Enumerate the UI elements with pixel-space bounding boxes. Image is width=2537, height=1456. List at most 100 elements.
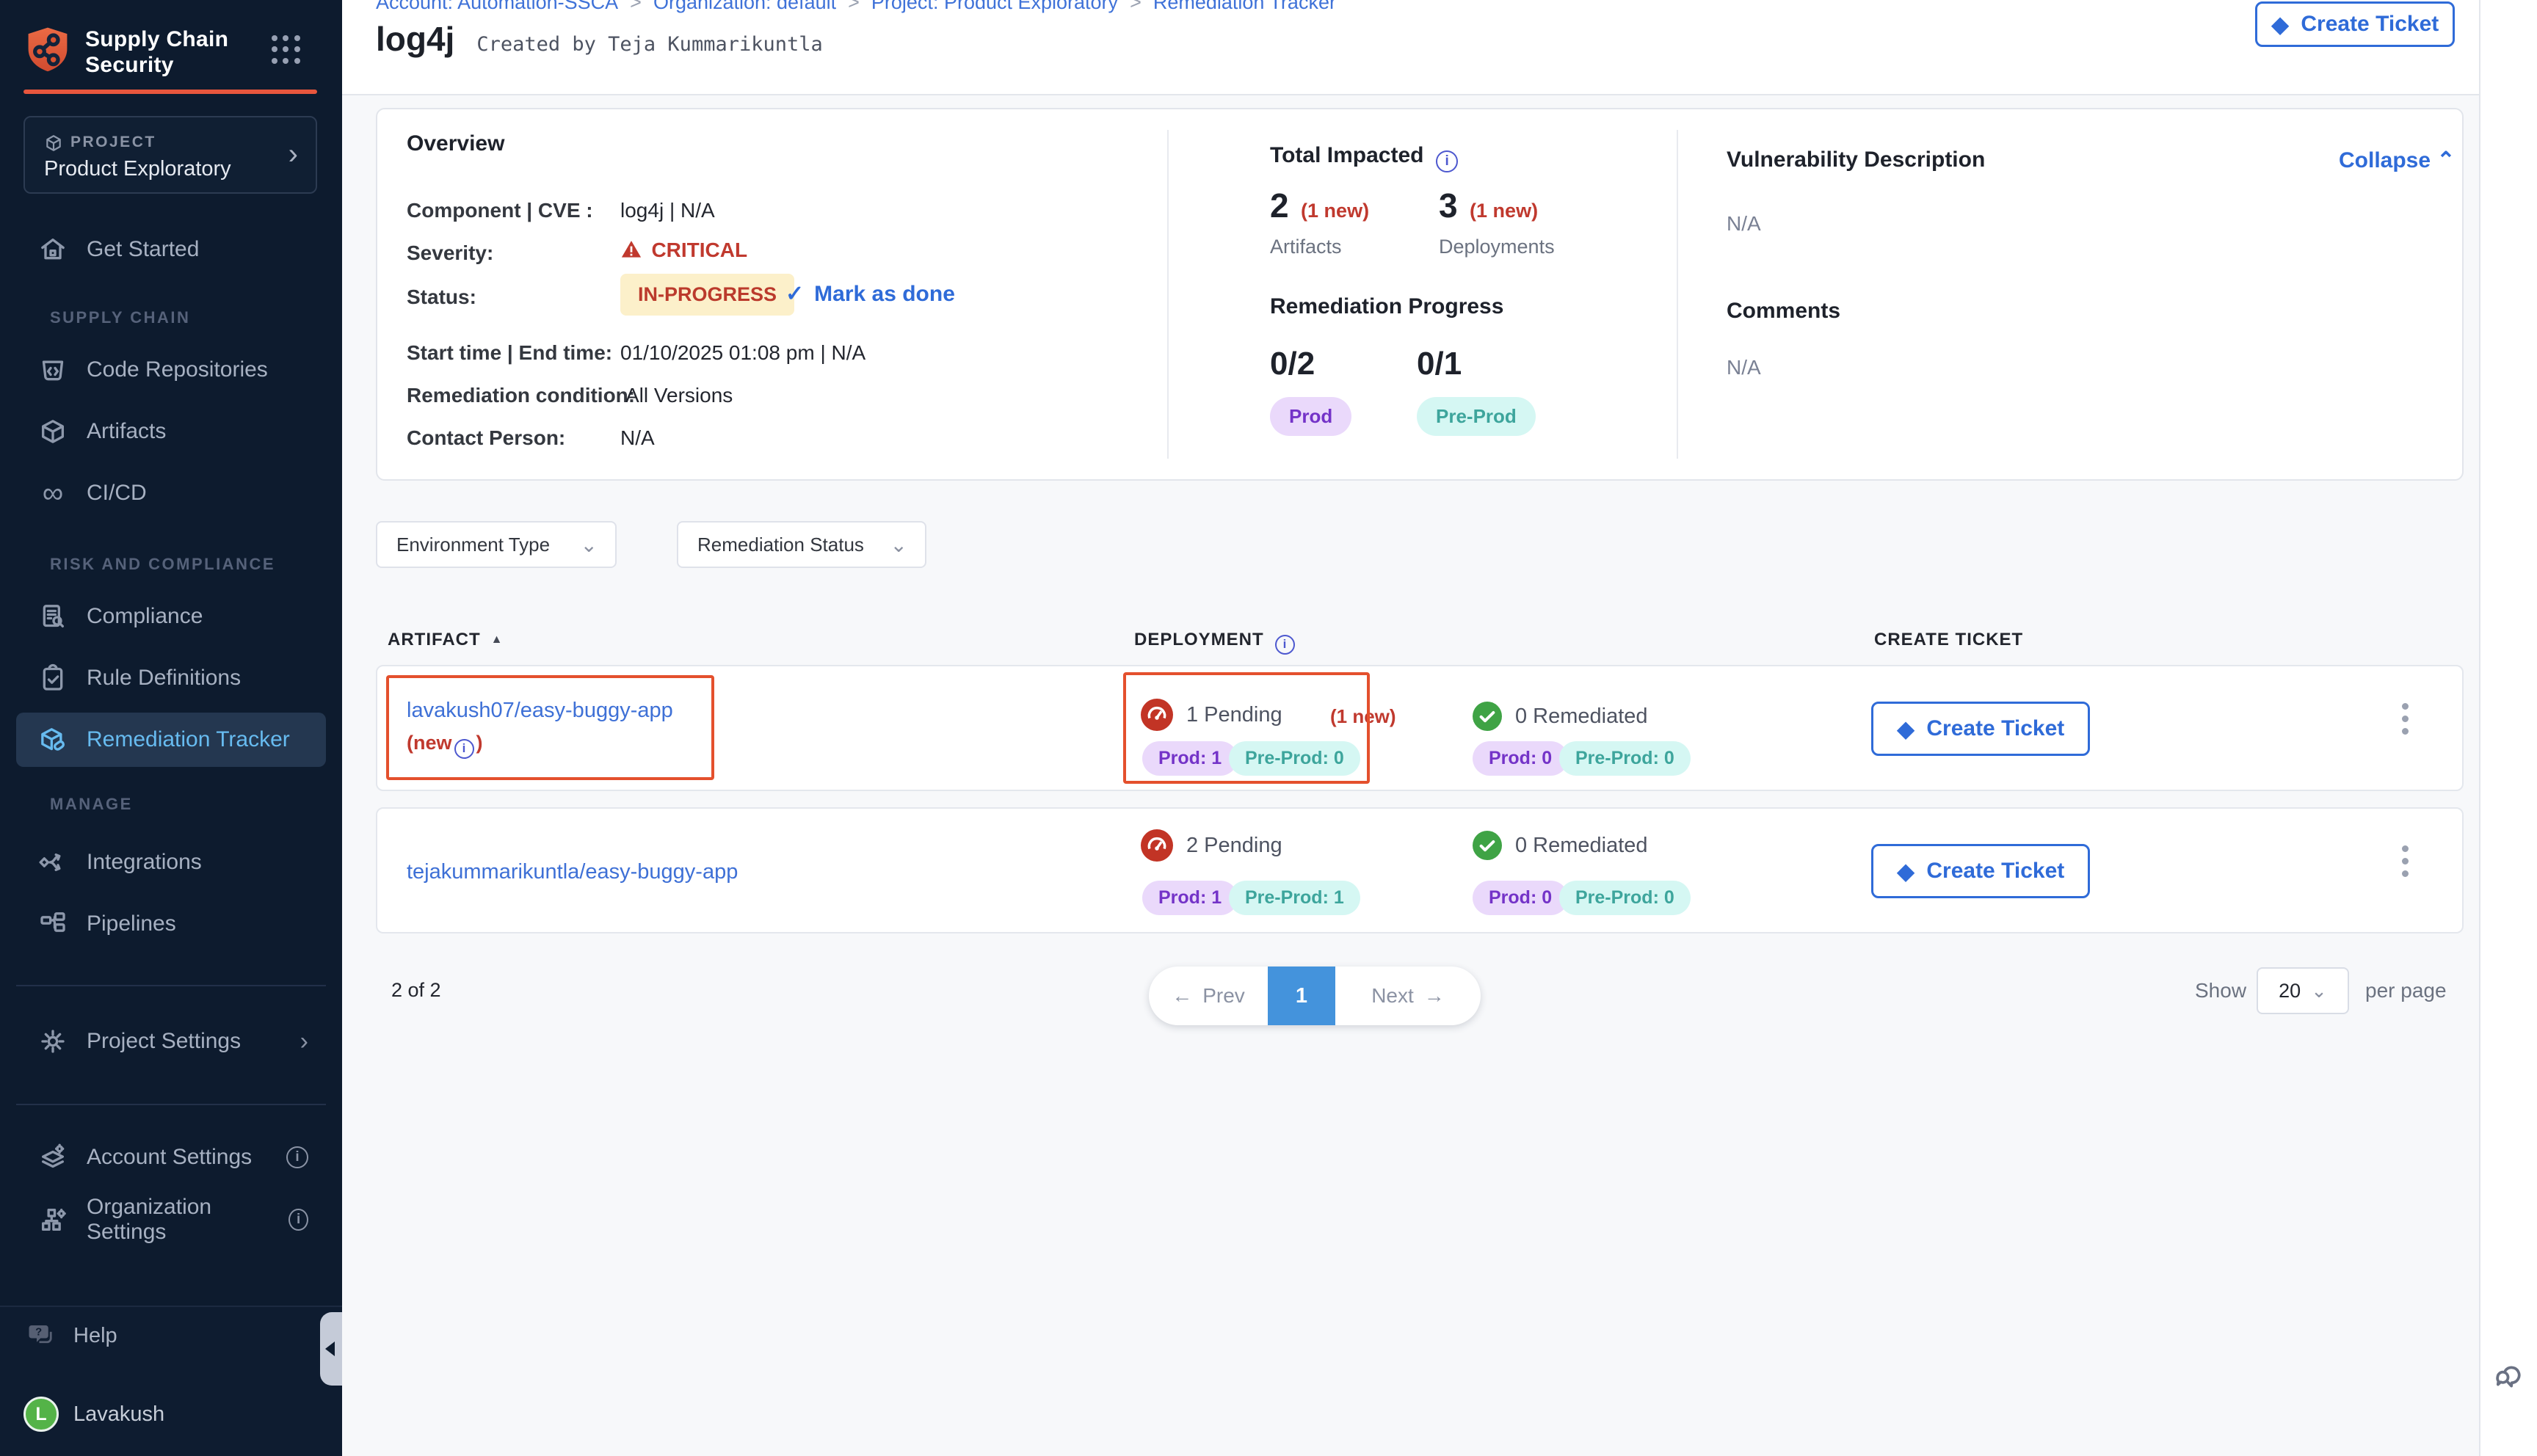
app-title: Supply Chain Security [85,27,229,77]
sidebar: Supply Chain Security PROJECT Product Ex… [0,0,342,1456]
info-icon[interactable]: i [286,1146,308,1168]
info-icon[interactable]: i [288,1209,308,1231]
collapse-arrow-icon [325,1342,335,1356]
environment-type-filter[interactable]: Environment Type ⌄ [376,521,617,568]
status-badge: IN-PROGRESS [620,274,795,316]
breadcrumb-project[interactable]: Project: Product Exploratory [871,0,1119,13]
pending-count: 1 Pending [1186,703,1282,727]
remediated-check-icon [1473,831,1502,860]
divider [16,1104,326,1105]
artifact-link[interactable]: tejakummarikuntla/easy-buggy-app [407,860,738,884]
sidebar-item-rule-definitions[interactable]: Rule Definitions [16,651,326,705]
main-area: Account: Automation-SSCA > Organization: d… [342,0,2479,1456]
layers-gear-icon [42,1143,65,1168]
create-ticket-label: Create Ticket [1926,716,2065,740]
chevron-up-icon: ⌃ [2436,148,2456,172]
mark-as-done-button[interactable]: ✓ Mark as done [785,281,955,307]
page-title: log4j [376,20,455,58]
info-icon[interactable]: i [1275,634,1296,655]
contact-label: Contact Person: [407,426,566,449]
created-by: Created by Teja Kummarikuntla [476,33,823,56]
create-ticket-button[interactable]: ◆ Create Ticket [1871,844,2090,898]
show-label: Show [2195,979,2247,1002]
deployment-preprod-badge: Pre-Prod: 1 [1229,881,1360,915]
prod-badge: Prod [1270,397,1352,436]
sidebar-item-get-started[interactable]: Get Started [16,222,326,277]
column-header-artifact[interactable]: ARTIFACT ▲ [388,630,504,649]
per-page-label: per page [2365,979,2447,1002]
breadcrumb-organization[interactable]: Organization: default [653,0,837,13]
divider [1167,130,1169,459]
divider [1677,130,1678,459]
sidebar-item-project-settings[interactable]: Project Settings › [16,1014,326,1069]
project-name: Product Exploratory [44,157,231,181]
artifacts-stat: 2 (1 new) [1270,186,1369,225]
sidebar-item-label: Project Settings [87,1029,242,1053]
home-icon [41,239,65,260]
sidebar-collapse-handle[interactable] [320,1312,342,1386]
app-grid-icon[interactable] [272,35,301,65]
supply-chain-security-logo-icon [23,25,72,77]
box-icon [42,420,65,443]
chevron-down-icon: ⌄ [890,533,907,556]
remediated-preprod-badge: Pre-Prod: 0 [1559,881,1691,915]
sidebar-item-account-settings[interactable]: Account Settings i [16,1130,326,1184]
row-menu-button[interactable] [2390,840,2420,906]
sidebar-item-cicd[interactable]: ∞ CI/CD [16,466,326,520]
sidebar-item-code-repositories[interactable]: Code Repositories [16,343,326,397]
pending-gauge-icon [1141,699,1173,731]
create-ticket-button[interactable]: ◆ Create Ticket [1871,702,2090,756]
info-icon[interactable]: i [454,738,474,759]
prev-page-button[interactable]: ← Prev [1149,967,1268,1025]
sidebar-footer: ? Help L Lavakush [0,1306,342,1456]
row-menu-button[interactable] [2390,697,2420,763]
brand: Supply Chain Security [23,25,319,77]
help-button[interactable]: ? Help [26,1320,117,1351]
sidebar-item-label: Code Repositories [87,357,268,382]
artifact-new-tag: (new i) [407,732,483,759]
deployment-prod-badge: Prod: 1 [1142,881,1238,915]
artifacts-new-count: (1 new) [1301,200,1370,222]
section-manage: MANAGE [50,795,133,813]
sidebar-item-artifacts[interactable]: Artifacts [16,404,326,459]
next-page-button[interactable]: Next → [1335,967,1481,1025]
compliance-doc-icon [43,605,65,627]
org-gear-icon [42,1209,66,1231]
info-icon[interactable]: i [1436,150,1459,172]
prod-progress-value: 0/2 [1270,346,1315,382]
vulnerability-description-heading: Vulnerability Description [1727,148,1986,172]
chevron-right-icon: › [300,1027,308,1055]
pending-count: 2 Pending [1186,834,1282,857]
user-menu[interactable]: L Lavakush [23,1397,164,1432]
breadcrumb-separator: > [1130,0,1142,13]
arrow-left-icon: ← [1172,984,1193,1007]
page-size-value: 20 [2279,979,2301,1002]
collapse-label: Collapse [2339,148,2431,172]
artifact-link[interactable]: lavakush07/easy-buggy-app (new i) [407,694,673,759]
sidebar-item-organization-settings[interactable]: Organization Settings i [16,1193,326,1247]
remediation-status-label: Remediation Status [697,533,864,556]
page-size-select[interactable]: 20 ⌄ [2257,967,2349,1014]
project-selector[interactable]: PROJECT Product Exploratory › [23,116,317,194]
page-number-active[interactable]: 1 [1268,967,1335,1025]
pager: ← Prev 1 Next → [1149,967,1481,1025]
prev-label: Prev [1202,984,1245,1007]
breadcrumb-separator: > [630,0,642,13]
remediation-status-filter[interactable]: Remediation Status ⌄ [677,521,926,568]
breadcrumb: Account: Automation-SSCA > Organization: d… [376,0,1336,14]
comments-heading: Comments [1727,299,1841,323]
pending-new-count: (1 new) [1330,705,1396,727]
sidebar-item-integrations[interactable]: Integrations [16,835,326,889]
support-chat-icon[interactable] [2491,1356,2527,1397]
sidebar-item-pipelines[interactable]: Pipelines [16,897,326,951]
check-icon: ✓ [785,282,805,306]
breadcrumb-current[interactable]: Remediation Tracker [1153,0,1336,13]
table-row: lavakush07/easy-buggy-app (new i) 1 Pendi… [376,665,2464,791]
collapse-button[interactable]: Collapse ⌃ [2339,148,2456,173]
sidebar-item-compliance[interactable]: Compliance [16,589,326,644]
code-repo-icon [42,360,64,381]
create-ticket-button[interactable]: ◆ Create Ticket [2255,1,2455,47]
breadcrumb-account[interactable]: Account: Automation-SSCA [376,0,619,13]
sidebar-item-remediation-tracker[interactable]: Remediation Tracker [16,713,326,767]
user-name: Lavakush [73,1402,165,1426]
